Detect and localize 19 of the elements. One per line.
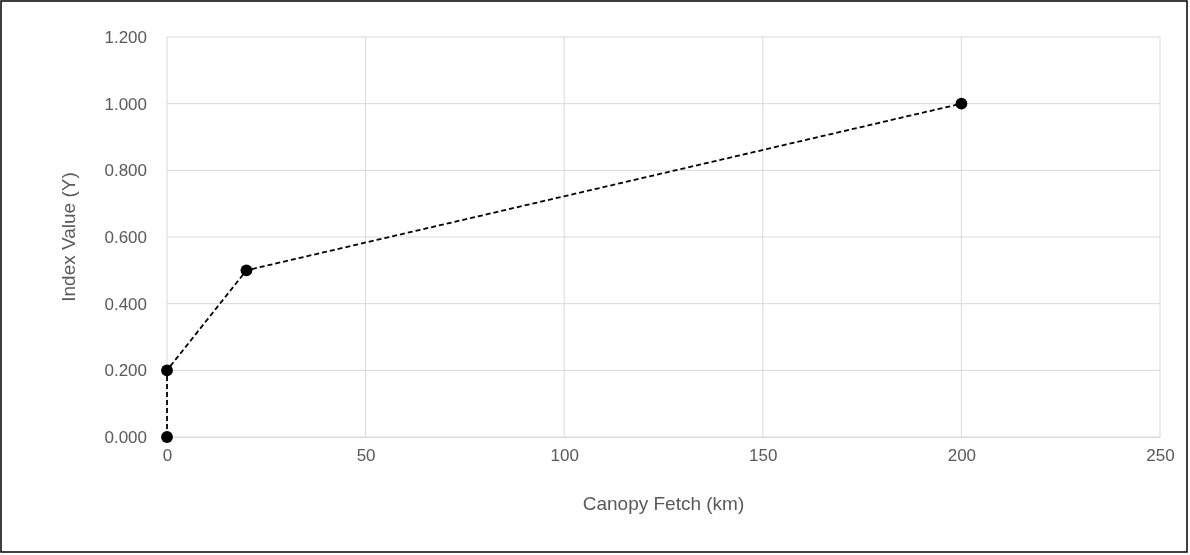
x-tick-label: 150 <box>749 446 778 466</box>
x-tick-label: 0 <box>162 446 173 466</box>
y-tick-label: 1.200 <box>104 27 147 47</box>
y-tick-label: 0.600 <box>104 227 147 247</box>
x-axis-title: Canopy Fetch (km) <box>582 493 745 514</box>
point <box>240 264 253 277</box>
y-tick-label: 0.800 <box>104 161 147 181</box>
point <box>955 97 968 110</box>
y-axis-title: Index Value (Y) <box>58 172 79 302</box>
x-tick-label: 200 <box>947 446 977 466</box>
x-tick-label: 250 <box>1146 446 1175 466</box>
point <box>161 364 173 377</box>
x-tick-label: 50 <box>356 446 376 466</box>
y-tick-label: 1.000 <box>104 94 147 114</box>
x-tick-label: 100 <box>550 446 579 466</box>
y-tick-label: 0.400 <box>104 294 147 314</box>
y-tick-label: 0.000 <box>104 427 147 447</box>
y-tick-label: 0.200 <box>104 361 147 381</box>
point <box>161 431 173 443</box>
